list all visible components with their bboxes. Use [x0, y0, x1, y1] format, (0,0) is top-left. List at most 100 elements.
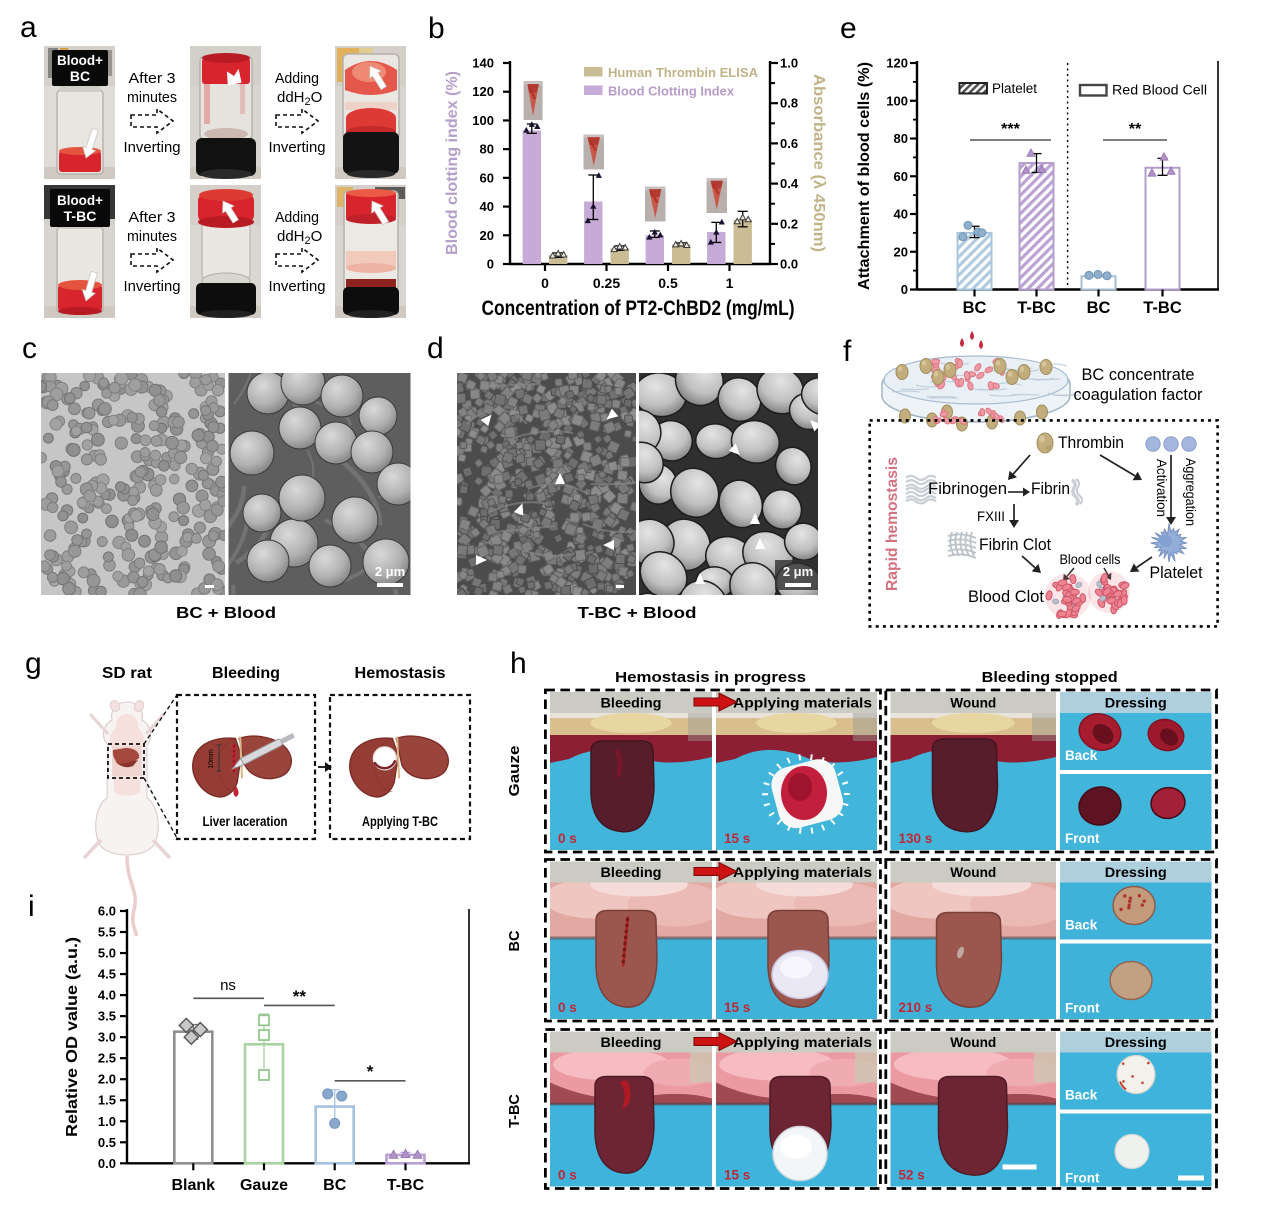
svg-text:5.5: 5.5: [98, 925, 116, 940]
svg-text:Adding: Adding: [275, 209, 319, 226]
svg-text:BC: BC: [1087, 299, 1111, 317]
svg-text:ddH2O: ddH2O: [277, 89, 322, 108]
svg-text:210 s: 210 s: [899, 1000, 933, 1015]
svg-text:e: e: [840, 12, 857, 45]
svg-text:ns: ns: [220, 977, 236, 994]
svg-text:0.2: 0.2: [780, 216, 798, 231]
svg-text:120: 120: [472, 84, 494, 99]
svg-text:**: **: [293, 987, 307, 1006]
svg-text:f: f: [843, 335, 852, 368]
svg-text:Dressing: Dressing: [1105, 696, 1167, 711]
svg-text:100: 100: [472, 113, 494, 128]
svg-text:52 s: 52 s: [899, 1168, 925, 1183]
svg-text:0 s: 0 s: [558, 831, 577, 846]
svg-text:130 s: 130 s: [899, 831, 933, 846]
svg-text:Bleeding: Bleeding: [601, 1035, 662, 1050]
svg-text:100: 100: [886, 93, 908, 108]
svg-text:After 3: After 3: [129, 209, 176, 226]
svg-text:**: **: [1129, 121, 1142, 138]
svg-text:BC concentrate: BC concentrate: [1082, 365, 1195, 384]
svg-text:After 3: After 3: [129, 70, 176, 87]
svg-text:Back: Back: [1065, 748, 1098, 763]
svg-text:a: a: [20, 11, 37, 44]
svg-text:1.0: 1.0: [780, 56, 798, 71]
svg-text:BC: BC: [963, 299, 987, 317]
svg-text:Fibrin Clot: Fibrin Clot: [979, 535, 1051, 554]
svg-text:T-BC: T-BC: [64, 208, 97, 224]
svg-text:20: 20: [480, 228, 494, 243]
svg-text:Human Thrombin ELISA: Human Thrombin ELISA: [608, 65, 759, 80]
svg-text:0.6: 0.6: [780, 136, 798, 151]
svg-text:40: 40: [480, 199, 494, 214]
svg-text:coagulation factor: coagulation factor: [1074, 385, 1203, 404]
svg-text:Platelet: Platelet: [1150, 563, 1203, 582]
svg-text:Wound: Wound: [950, 865, 996, 880]
svg-text:Blood+: Blood+: [57, 52, 103, 68]
svg-text:Blood+: Blood+: [57, 192, 103, 208]
svg-text:Blank: Blank: [172, 1177, 216, 1194]
svg-text:0.0: 0.0: [98, 1156, 116, 1171]
svg-text:2 μm: 2 μm: [783, 564, 813, 579]
svg-text:Gauze: Gauze: [240, 1177, 288, 1194]
svg-text:Blood cells: Blood cells: [1060, 552, 1121, 567]
svg-text:4.5: 4.5: [98, 967, 116, 982]
svg-text:Back: Back: [1065, 918, 1098, 933]
svg-text:minutes: minutes: [127, 89, 177, 106]
svg-text:Wound: Wound: [950, 696, 996, 711]
svg-text:0 s: 0 s: [558, 1000, 577, 1015]
svg-text:FXIII: FXIII: [977, 508, 1005, 524]
svg-text:Concentration of PT2-ChBD2 (mg: Concentration of PT2-ChBD2 (mg/mL): [482, 296, 795, 320]
svg-text:Dressing: Dressing: [1105, 1035, 1167, 1050]
svg-text:Blood Clotting Index: Blood Clotting Index: [608, 84, 735, 99]
svg-text:2.0: 2.0: [98, 1072, 116, 1087]
svg-text:Thrombin: Thrombin: [1058, 433, 1124, 452]
svg-text:minutes: minutes: [127, 228, 177, 245]
svg-text:***: ***: [1001, 121, 1020, 138]
svg-text:BC: BC: [323, 1177, 347, 1194]
svg-text:T-BC + Blood: T-BC + Blood: [578, 605, 697, 622]
svg-text:ddH2O: ddH2O: [277, 228, 322, 247]
svg-text:60: 60: [480, 170, 494, 185]
svg-text:Inverting: Inverting: [269, 139, 326, 156]
svg-text:h: h: [510, 647, 527, 680]
svg-text:80: 80: [894, 131, 908, 146]
svg-text:d: d: [427, 332, 444, 365]
svg-text:Rapid hemostasis: Rapid hemostasis: [884, 457, 901, 591]
svg-text:0: 0: [901, 282, 908, 297]
svg-text:Bleeding: Bleeding: [601, 696, 662, 711]
svg-text:1: 1: [726, 275, 734, 291]
svg-text:140: 140: [472, 56, 494, 71]
svg-text:4.0: 4.0: [98, 988, 116, 1003]
svg-text:T-BC: T-BC: [1017, 299, 1056, 317]
svg-text:Front: Front: [1065, 1171, 1100, 1186]
svg-text:1.0: 1.0: [98, 1114, 116, 1129]
svg-text:Absorbance (λ 450nm): Absorbance (λ 450nm): [810, 74, 827, 252]
svg-text:40: 40: [894, 207, 908, 222]
svg-text:15 s: 15 s: [724, 1000, 750, 1015]
svg-text:0.8: 0.8: [780, 96, 798, 111]
svg-text:Attachment of blood cells (%): Attachment of blood cells (%): [856, 62, 873, 290]
svg-text:0.4: 0.4: [780, 176, 799, 191]
svg-text:Relative OD value (a.u.): Relative OD value (a.u.): [64, 937, 81, 1137]
svg-text:Hemostasis: Hemostasis: [355, 665, 446, 682]
svg-text:0: 0: [541, 275, 549, 291]
svg-text:3.5: 3.5: [98, 1009, 116, 1024]
svg-text:Hemostasis in progress: Hemostasis in progress: [615, 669, 806, 686]
svg-text:Back: Back: [1065, 1088, 1098, 1103]
svg-text:SD rat: SD rat: [102, 665, 153, 682]
svg-text:b: b: [428, 12, 445, 45]
svg-text:6.0: 6.0: [98, 904, 116, 919]
svg-text:BC: BC: [70, 68, 90, 84]
svg-text:10mm: 10mm: [208, 749, 215, 769]
svg-text:15 s: 15 s: [724, 1168, 750, 1183]
svg-text:60: 60: [894, 169, 908, 184]
svg-text:0 s: 0 s: [558, 1168, 577, 1183]
svg-text:0.5: 0.5: [658, 275, 678, 291]
svg-text:BC: BC: [507, 930, 523, 951]
svg-text:Applying materials: Applying materials: [733, 1035, 872, 1050]
svg-text:Liver laceration: Liver laceration: [203, 814, 288, 829]
svg-text:Applying materials: Applying materials: [733, 696, 872, 711]
svg-text:Inverting: Inverting: [124, 139, 181, 156]
svg-text:Activation: Activation: [1154, 459, 1170, 517]
svg-text:Fibrin: Fibrin: [1031, 479, 1070, 498]
